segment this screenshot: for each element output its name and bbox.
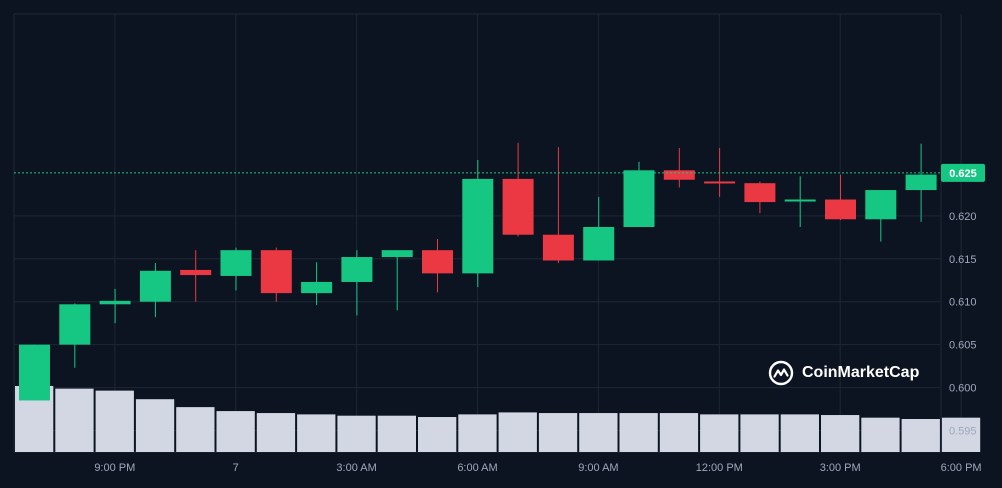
volume-bar: [256, 413, 296, 452]
x-axis: 9:00 PM 7 3:00 AM 6:00 AM 9:00 AM 12:00 PM 3:0…: [94, 462, 981, 474]
volume-bar: [821, 415, 860, 452]
y-tick-label: 0.605: [949, 340, 977, 352]
candle-body: [180, 269, 212, 276]
volume-bar: [418, 417, 457, 452]
volume-bar: [941, 417, 981, 452]
candle-body: [462, 178, 494, 274]
current-price-badge: [941, 163, 985, 182]
x-tick-label: 6:00 AM: [457, 462, 497, 474]
volume-bar: [176, 407, 215, 452]
x-tick-label: 9:00 PM: [94, 462, 135, 474]
candle-body: [865, 190, 897, 220]
volume-bar: [458, 414, 497, 452]
volume-bar: [740, 414, 779, 452]
volume-bar: [216, 411, 255, 452]
y-tick-label: 0.600: [949, 383, 977, 395]
candle-body: [381, 250, 413, 258]
candle-body: [825, 199, 856, 220]
candle-body: [542, 234, 574, 261]
coinmarketcap-icon: [768, 360, 794, 386]
candle-body: [905, 174, 937, 191]
candle-body: [220, 250, 252, 276]
current-price-label: 0.625: [949, 168, 977, 180]
volume-bar: [901, 419, 940, 452]
x-tick-label: 12:00 PM: [696, 462, 743, 474]
x-tick-label: 7: [233, 462, 239, 474]
candle-body: [260, 250, 292, 294]
coinmarketcap-logo: CoinMarketCap: [768, 360, 919, 386]
volume-bar: [579, 413, 618, 452]
candle-body: [623, 170, 655, 227]
candle-body: [502, 178, 534, 235]
volume-bar: [55, 388, 94, 452]
x-tick-label: 9:00 AM: [578, 462, 618, 474]
candles: [19, 142, 937, 401]
x-tick-label: 6:00 PM: [941, 462, 982, 474]
y-tick-label: 0.610: [949, 297, 977, 309]
volume-bar: [700, 414, 739, 452]
y-tick-label: 0.615: [949, 254, 977, 266]
candle-body: [704, 181, 736, 184]
candle-body: [19, 344, 50, 401]
volume-bar: [377, 415, 416, 452]
volume-bar: [780, 414, 819, 452]
candle-body: [663, 170, 695, 180]
volume-bars: [15, 386, 981, 452]
volume-bar: [337, 415, 376, 452]
volume-bar: [135, 399, 175, 452]
volume-bar: [619, 413, 658, 452]
volume-bar: [538, 413, 578, 452]
volume-bar: [95, 390, 134, 452]
volume-bar: [659, 413, 699, 452]
volume-bar: [498, 412, 537, 452]
current-price: 0.625: [14, 163, 985, 182]
brand-name: CoinMarketCap: [802, 364, 920, 381]
candle-body: [59, 304, 91, 345]
y-tick-label: 0.595: [949, 426, 977, 438]
candle-body: [583, 226, 615, 261]
volume-bar: [297, 414, 336, 452]
x-tick-label: 3:00 AM: [336, 462, 376, 474]
x-tick-label: 3:00 PM: [820, 462, 861, 474]
candle-body: [422, 250, 453, 274]
y-axis: 0.595 0.600 0.605 0.610 0.615 0.620: [949, 211, 977, 438]
candle-body: [784, 199, 816, 202]
candle-body: [139, 270, 171, 302]
y-tick-label: 0.620: [949, 211, 977, 223]
volume-bar: [861, 417, 900, 452]
candle-body: [99, 300, 131, 305]
candle-body: [744, 183, 776, 203]
candle-body: [341, 257, 373, 282]
candle-body: [301, 281, 333, 294]
